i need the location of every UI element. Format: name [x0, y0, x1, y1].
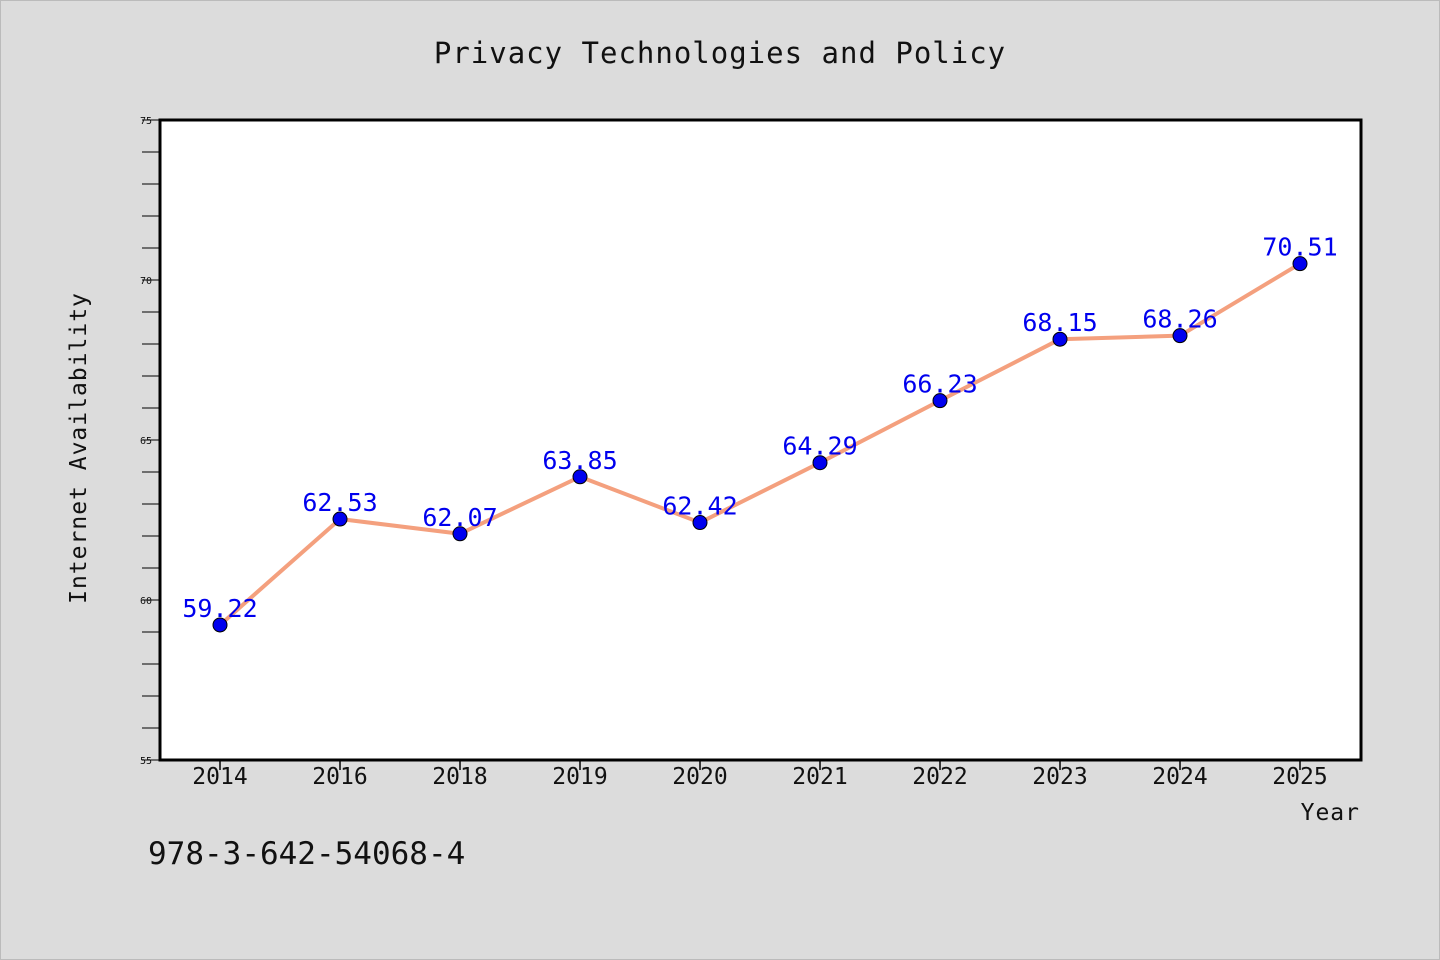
- data-label: 63.85: [542, 446, 617, 475]
- data-point: [812, 455, 828, 471]
- data-label: 62.53: [302, 488, 377, 517]
- x-tick-label: 2023: [1032, 764, 1087, 790]
- x-tick-label: 2014: [192, 764, 247, 790]
- data-point: [452, 526, 468, 542]
- series-line-group: [218, 261, 1302, 627]
- y-tick-label: 65: [140, 436, 152, 447]
- y-axis: 55 60 65 70 75: [140, 116, 160, 767]
- data-label: 68.15: [1022, 308, 1097, 337]
- y-tick-label: 60: [140, 596, 152, 607]
- data-point: [1052, 331, 1068, 347]
- data-label: 68.26: [1142, 305, 1217, 334]
- footer-identifier: 978-3-642-54068-4: [148, 836, 465, 872]
- plot-area: [158, 118, 1363, 762]
- x-tick-label: 2024: [1152, 764, 1207, 790]
- data-point: [1292, 256, 1308, 272]
- x-tick-label: 2018: [432, 764, 487, 790]
- series-line: [218, 261, 1302, 627]
- data-point: [1172, 328, 1188, 344]
- y-tick-label: 70: [140, 276, 152, 287]
- data-labels: 59.22 62.53 62.07 63.85 62.42 64.29 66.23 68.15…: [182, 233, 1337, 623]
- y-axis-label: Internet Availability: [66, 292, 92, 604]
- x-tick-label: 2025: [1272, 764, 1327, 790]
- chart-title: Privacy Technologies and Policy: [434, 36, 1006, 70]
- data-label: 70.51: [1262, 233, 1337, 262]
- data-label: 64.29: [782, 432, 857, 461]
- x-tick-label: 2022: [912, 764, 967, 790]
- y-tick-label: 55: [140, 756, 152, 767]
- data-label: 66.23: [902, 370, 977, 399]
- y-tick-label: 75: [140, 116, 152, 127]
- x-tick-label: 2016: [312, 764, 367, 790]
- data-label: 62.42: [662, 492, 737, 521]
- data-label: 59.22: [182, 594, 257, 623]
- x-tick-label: 2020: [672, 764, 727, 790]
- x-axis-label: Year: [1301, 800, 1360, 826]
- data-label: 62.07: [422, 503, 497, 532]
- data-point: [572, 469, 588, 485]
- x-tick-label: 2021: [792, 764, 847, 790]
- data-points: [212, 256, 1308, 633]
- x-axis: 2014 2016 2018 2019 2020 2021 2022 2023 2024 2025: [192, 760, 1328, 790]
- data-point: [332, 511, 348, 527]
- x-tick-label: 2019: [552, 764, 607, 790]
- data-point: [932, 393, 948, 409]
- data-point: [692, 515, 708, 531]
- data-point: [212, 617, 228, 633]
